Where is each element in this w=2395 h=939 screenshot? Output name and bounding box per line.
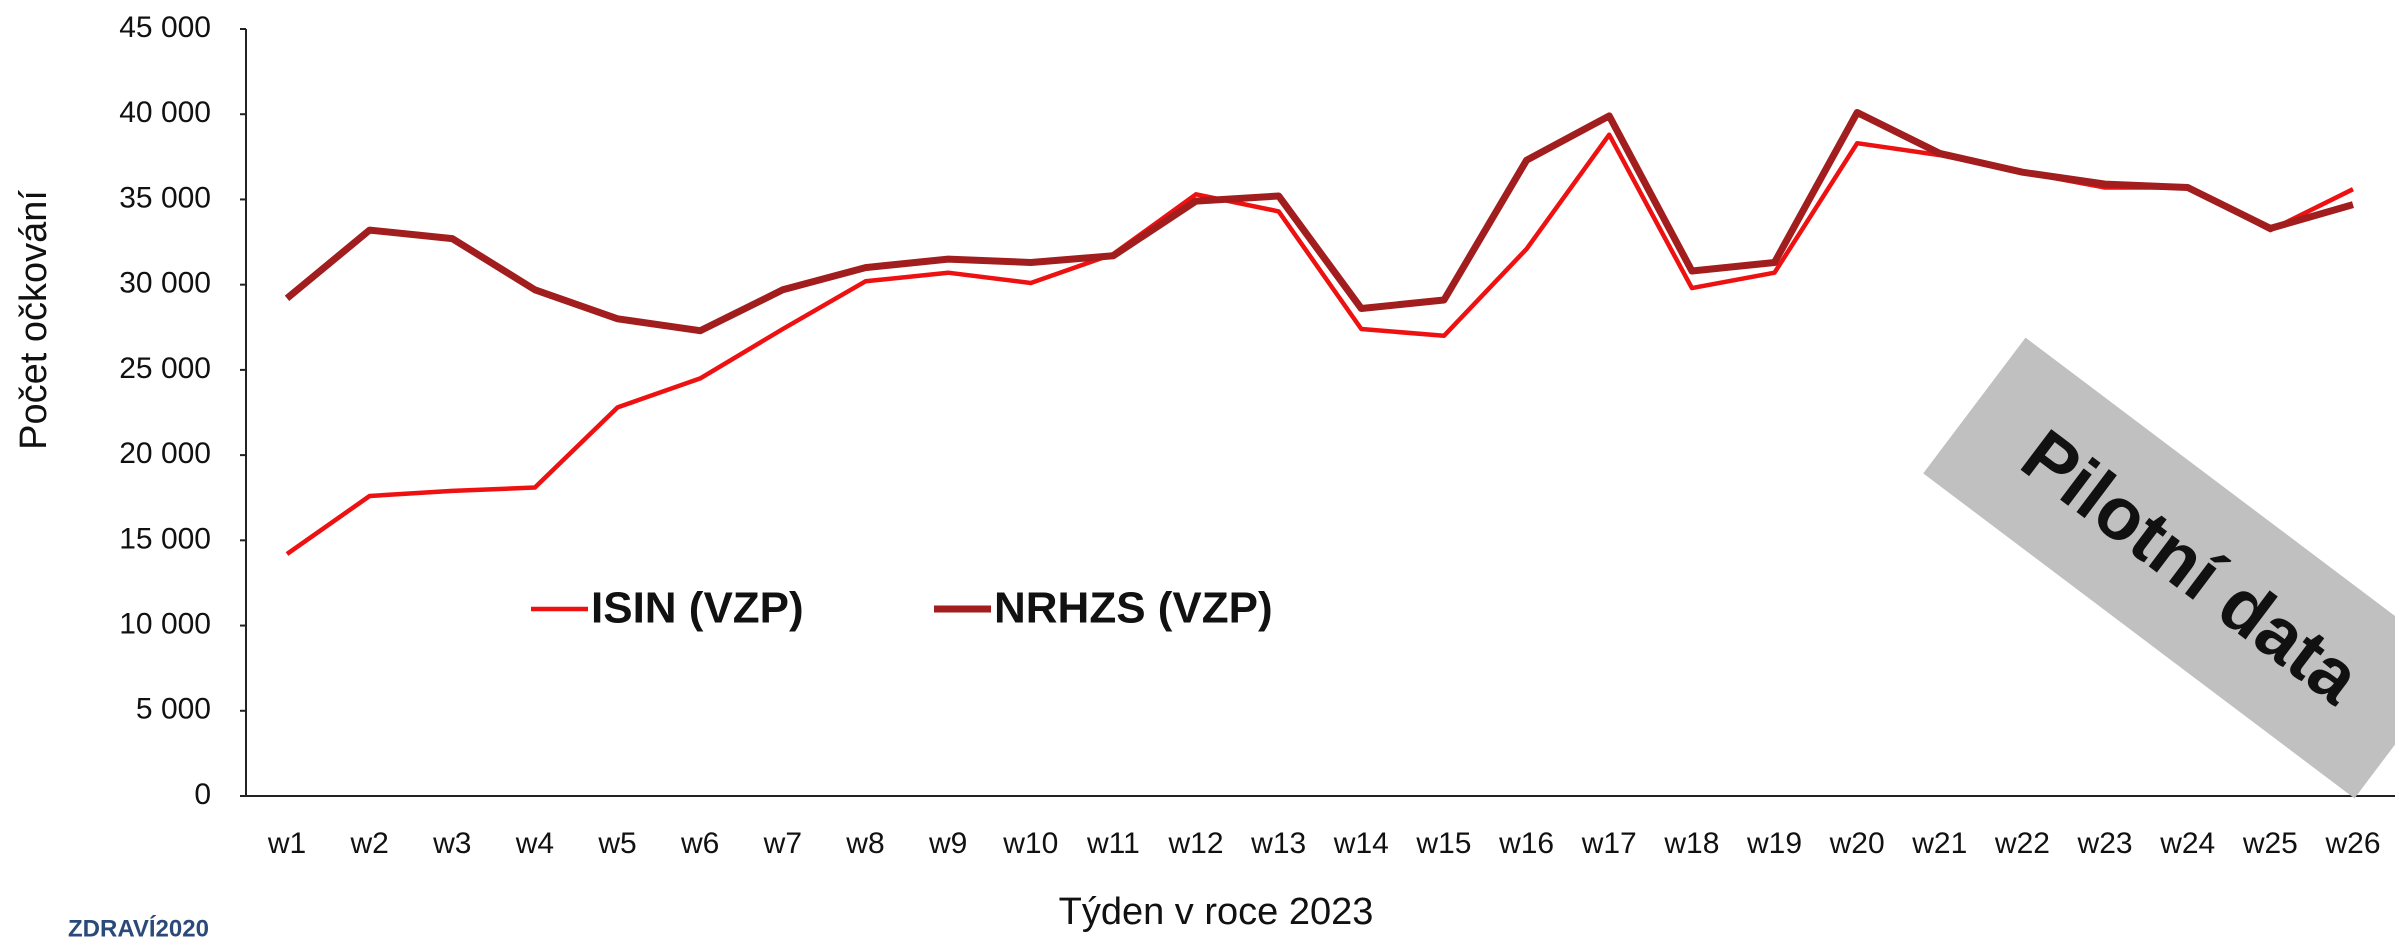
y-tick-label: 40 000 <box>119 96 211 129</box>
y-tick-label: 30 000 <box>119 267 211 300</box>
x-tick-label: w18 <box>1663 827 1719 860</box>
x-tick-label: w9 <box>928 827 967 860</box>
legend-label: NRHZS (VZP) <box>994 584 1273 633</box>
x-tick-label: w25 <box>2242 827 2298 860</box>
series-line <box>284 109 2354 335</box>
x-tick-label: w8 <box>845 827 884 860</box>
x-tick-label: w24 <box>2159 827 2215 860</box>
x-tick-label: w11 <box>1086 827 1140 860</box>
y-tick-label: 20 000 <box>119 437 211 470</box>
x-tick-label: w21 <box>1911 827 1967 860</box>
x-tick-label: w23 <box>2077 827 2133 860</box>
x-tick-label: w26 <box>2324 827 2380 860</box>
x-tick-label: w14 <box>1333 827 1389 860</box>
annotation-stamp: Pilotní data <box>1923 337 2395 799</box>
x-tick-label: w7 <box>763 827 802 860</box>
x-tick-label: w12 <box>1168 827 1224 860</box>
x-tick-label: w3 <box>432 827 471 860</box>
y-tick-label: 45 000 <box>119 11 211 44</box>
x-tick-label: w17 <box>1581 827 1637 860</box>
x-tick-label: w2 <box>349 827 388 860</box>
x-tick-label: w19 <box>1746 827 1802 860</box>
y-tick-label: 25 000 <box>119 352 211 385</box>
x-tick-label: w4 <box>515 827 554 860</box>
stamp-box <box>1923 337 2395 799</box>
y-tick-label: 0 <box>194 778 211 811</box>
y-tick-label: 5 000 <box>136 693 211 726</box>
x-tick-label: w10 <box>1002 827 1058 860</box>
y-tick-label: 15 000 <box>119 522 211 555</box>
logo: ZDRAVÍ2020 <box>68 914 209 939</box>
y-axis-title: Počet očkování <box>13 190 55 450</box>
x-tick-label: w15 <box>1415 827 1471 860</box>
x-tick-label: w6 <box>680 827 719 860</box>
y-tick-label: 35 000 <box>119 181 211 214</box>
x-tick-label: w1 <box>267 827 306 860</box>
y-tick-label: 10 000 <box>119 607 211 640</box>
legend-label: ISIN (VZP) <box>591 584 804 633</box>
x-tick-label: w5 <box>597 827 636 860</box>
x-tick-label: w13 <box>1250 827 1306 860</box>
x-tick-label: w22 <box>1994 827 2050 860</box>
x-axis-title: Týden v roce 2023 <box>1059 891 1374 933</box>
x-tick-label: w20 <box>1829 827 1885 860</box>
x-tick-label: w16 <box>1498 827 1554 860</box>
